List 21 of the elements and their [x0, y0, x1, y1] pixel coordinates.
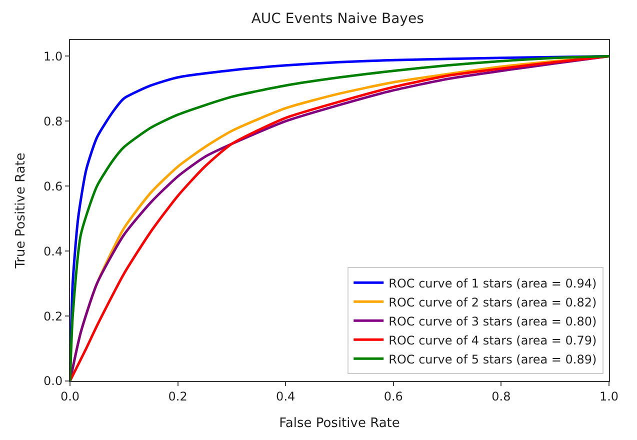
y-tick-label: 0.4: [44, 244, 63, 258]
legend-label: ROC curve of 5 stars (area = 0.89): [388, 352, 597, 366]
legend-label: ROC curve of 1 stars (area = 0.94): [388, 276, 597, 290]
y-tick-label: 0.2: [44, 309, 63, 324]
x-tick-label: 1.0: [599, 389, 619, 404]
legend-label: ROC curve of 3 stars (area = 0.80): [388, 314, 597, 328]
x-tick-label: 0.6: [384, 389, 403, 404]
x-tick-label: 0.4: [276, 389, 296, 404]
x-tick-label: 0.2: [168, 389, 188, 404]
y-tick-label: 0.6: [44, 179, 63, 194]
y-tick-label: 0.8: [44, 114, 63, 128]
y-tick-label: 1.0: [44, 49, 63, 64]
line-series: [70, 54, 609, 381]
x-tick-label: 0.8: [492, 389, 511, 404]
legend-label: ROC curve of 2 stars (area = 0.82): [388, 295, 597, 310]
chart-title: AUC Events Naive Bayes: [251, 11, 424, 27]
y-tick-label: 0.0: [44, 374, 63, 388]
x-tick-label: 0.0: [60, 389, 80, 404]
x-axis-title: False Positive Rate: [279, 416, 400, 431]
y-axis-title: True Positive Rate: [13, 152, 28, 270]
legend-label: ROC curve of 4 stars (area = 0.79): [388, 333, 597, 348]
